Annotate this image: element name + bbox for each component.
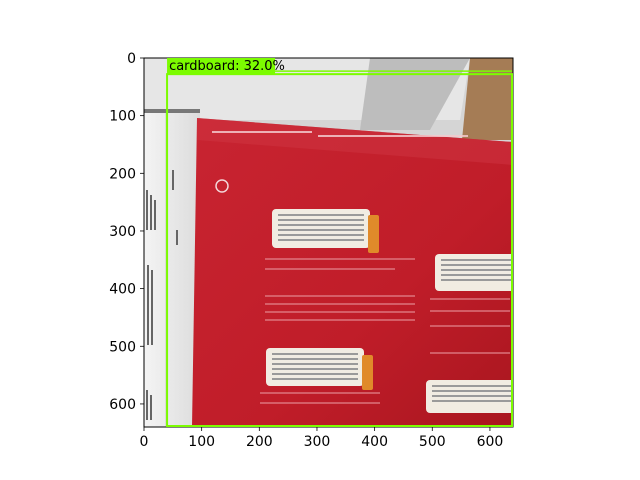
label-panel-2 (435, 254, 513, 291)
detection-box (166, 73, 513, 428)
red-print-lines (260, 258, 510, 404)
top-flap-shadow (360, 58, 470, 130)
y-tick-label: 500 (109, 339, 136, 355)
y-tick-label: 0 (127, 51, 136, 67)
y-tick-label: 400 (109, 282, 136, 298)
red-print-top (212, 131, 468, 137)
y-axis: 0 100 200 300 400 500 600 (109, 51, 144, 413)
red-highlight (197, 118, 513, 165)
detection: cardboard: 32.0% (166, 58, 513, 428)
x-axis: 0 100 200 300 400 500 600 (140, 427, 504, 450)
x-tick-label: 300 (304, 434, 331, 450)
left-panel-text (146, 170, 178, 420)
y-tick-label: 200 (109, 166, 136, 182)
label-panel-1 (272, 209, 379, 253)
detection-label: cardboard: 32.0% (169, 59, 285, 74)
x-tick-label: 500 (419, 434, 446, 450)
x-tick-label: 200 (246, 434, 273, 450)
x-tick-label: 100 (188, 434, 215, 450)
x-tick-label: 400 (361, 434, 388, 450)
dark-strip (144, 109, 200, 113)
photo (144, 58, 513, 427)
left-white-panel (144, 110, 200, 427)
y-tick-label: 100 (109, 109, 136, 125)
label-panel-4 (426, 380, 513, 413)
y-tick-label: 300 (109, 224, 136, 240)
detection-label-background (167, 58, 276, 74)
y-tick-label: 600 (109, 397, 136, 413)
brown-flap (462, 58, 513, 140)
x-tick-label: 600 (477, 434, 504, 450)
recycle-icon (215, 179, 229, 193)
label-panel-3 (266, 348, 373, 390)
x-tick-label: 0 (140, 434, 149, 450)
